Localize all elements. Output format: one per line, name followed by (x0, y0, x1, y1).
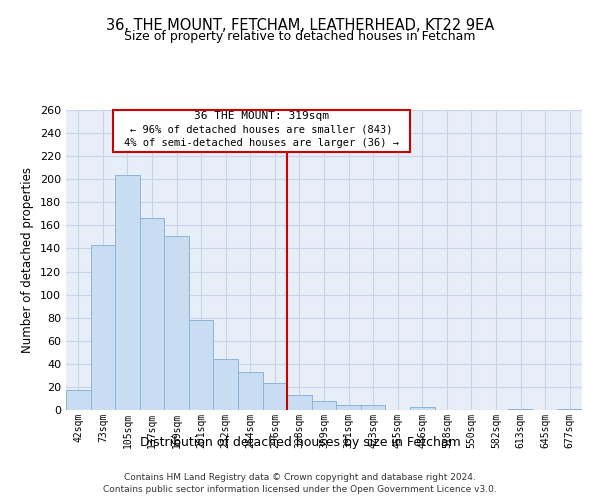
Text: 36 THE MOUNT: 319sqm: 36 THE MOUNT: 319sqm (194, 110, 329, 120)
Bar (189, 320, 214, 410)
Bar (91, 245, 115, 410)
Text: 4% of semi-detached houses are larger (36) →: 4% of semi-detached houses are larger (3… (124, 138, 399, 148)
Bar (508, 409, 533, 410)
Bar (140, 218, 164, 410)
Bar (312, 401, 336, 410)
Bar (263, 384, 287, 410)
Bar (557, 409, 582, 410)
Text: Contains public sector information licensed under the Open Government Licence v3: Contains public sector information licen… (103, 484, 497, 494)
Bar (361, 406, 385, 410)
Bar (410, 406, 434, 410)
Bar (115, 174, 140, 410)
Bar (214, 359, 238, 410)
Y-axis label: Number of detached properties: Number of detached properties (22, 167, 34, 353)
Text: Distribution of detached houses by size in Fetcham: Distribution of detached houses by size … (140, 436, 460, 449)
Text: ← 96% of detached houses are smaller (843): ← 96% of detached houses are smaller (84… (130, 124, 392, 134)
Bar (164, 236, 189, 410)
Text: Contains HM Land Registry data © Crown copyright and database right 2024.: Contains HM Land Registry data © Crown c… (124, 473, 476, 482)
Bar (336, 406, 361, 410)
Bar (287, 395, 312, 410)
Bar (238, 372, 263, 410)
Text: 36, THE MOUNT, FETCHAM, LEATHERHEAD, KT22 9EA: 36, THE MOUNT, FETCHAM, LEATHERHEAD, KT2… (106, 18, 494, 32)
Text: Size of property relative to detached houses in Fetcham: Size of property relative to detached ho… (124, 30, 476, 43)
FancyBboxPatch shape (113, 110, 410, 152)
Bar (66, 390, 91, 410)
